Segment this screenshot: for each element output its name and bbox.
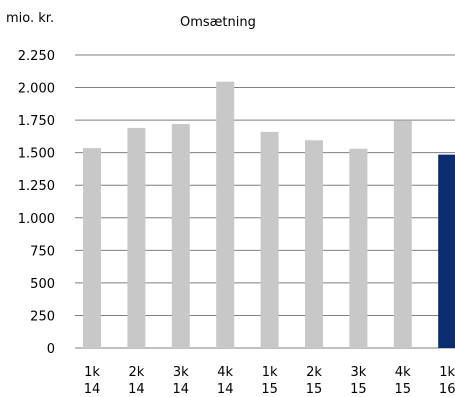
x-tick-label: 1k — [84, 365, 100, 380]
x-tick-label: 15 — [395, 382, 412, 397]
y-axis-unit-label: mio. kr. — [6, 11, 55, 26]
x-tick-label: 16 — [439, 382, 455, 397]
y-tick-label: 1.750 — [18, 114, 55, 129]
bar — [83, 148, 101, 348]
x-tick-label: 3k — [350, 365, 366, 380]
y-tick-label: 2.250 — [18, 49, 55, 64]
y-tick-label: 750 — [30, 244, 55, 259]
bars — [83, 81, 455, 349]
y-tick-label: 1.000 — [18, 212, 55, 227]
x-tick-label: 1k — [439, 365, 455, 380]
y-tick-label: 1.250 — [18, 179, 55, 194]
x-tick-labels: 1k 14 2k 14 3k 14 4k 14 1k 15 2k 15 3k 15 4k 15 1k 16 — [84, 365, 455, 397]
x-tick-label: 3k — [173, 365, 189, 380]
bar — [305, 140, 323, 348]
y-tick-label: 2.000 — [18, 82, 55, 97]
bar — [260, 131, 279, 348]
y-tick-label: 250 — [30, 309, 55, 324]
x-tick-label: 14 — [84, 382, 101, 397]
x-tick-label: 14 — [173, 382, 190, 397]
bar — [216, 81, 235, 348]
bar — [349, 148, 368, 348]
bar — [393, 120, 412, 348]
x-tick-label: 15 — [350, 382, 367, 397]
x-tick-label: 1k — [262, 365, 278, 380]
x-tick-label: 2k — [128, 365, 144, 380]
x-tick-label: 14 — [217, 382, 234, 397]
y-tick-label: 0 — [47, 342, 55, 357]
y-tick-labels: 0 250 500 750 1.000 1.250 1.500 1.750 2.000 2.250 — [18, 49, 55, 357]
x-tick-label: 15 — [306, 382, 323, 397]
y-tick-label: 1.500 — [18, 147, 55, 162]
x-tick-label: 15 — [261, 382, 278, 397]
bar — [171, 124, 190, 348]
chart-title: Omsætning — [180, 15, 256, 30]
x-tick-label: 2k — [306, 365, 322, 380]
x-tick-label: 14 — [128, 382, 145, 397]
bar — [127, 127, 146, 349]
x-tick-label: 4k — [395, 365, 411, 380]
bar — [438, 154, 455, 348]
y-tick-label: 500 — [30, 277, 55, 292]
x-tick-label: 4k — [217, 365, 233, 380]
